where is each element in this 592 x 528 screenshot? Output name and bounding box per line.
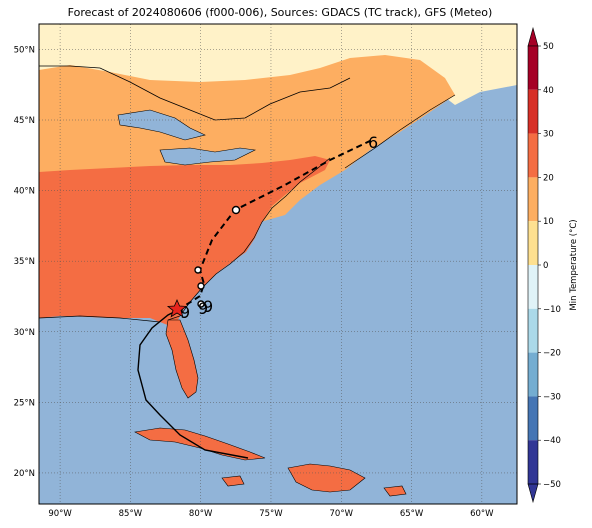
colorbar-tick-label: 10 — [543, 217, 554, 227]
colorbar-tick-label: −10 — [543, 305, 561, 315]
longitude-label: 60°W — [470, 509, 494, 519]
national-border — [39, 65, 351, 121]
hispaniola — [287, 463, 366, 493]
colorbar-segment — [528, 265, 538, 309]
colorbar-segment — [528, 46, 538, 90]
jamaica — [221, 475, 245, 487]
colorbar: 50 40 30 20 10 0 −10 −20 −30 −40 −50 — [527, 26, 561, 504]
latitude-labels: 50°N 45°N 40°N 35°N 30°N 25°N 20°N — [14, 45, 35, 479]
current-position-star — [166, 298, 188, 318]
longitude-label: 85°W — [119, 509, 143, 519]
colorbar-tick-label: −40 — [543, 436, 561, 446]
great-lakes — [117, 109, 257, 166]
colorbar-tick-label: −20 — [543, 349, 561, 359]
past-track — [137, 309, 249, 459]
forecast-track — [177, 139, 373, 311]
colorbar-segment — [528, 133, 538, 178]
colorbar-extend-min — [527, 483, 539, 504]
colorbar-segment — [528, 440, 538, 484]
temperature-field: 9 9 9 6 — [39, 24, 517, 504]
latitude-label: 35°N — [14, 257, 35, 267]
colorbar-segment — [528, 308, 538, 353]
colorbar-segment — [528, 177, 538, 222]
puerto-rico — [383, 485, 407, 497]
coastline — [39, 94, 456, 323]
latitude-label: 45°N — [14, 116, 35, 126]
storm-symbols: 9 9 9 6 — [180, 133, 378, 322]
cuba — [134, 427, 266, 461]
storm-symbol-forecast: 6 — [368, 133, 378, 152]
graticule — [39, 24, 517, 504]
colorbar-segment — [528, 352, 538, 397]
latitude-label: 50°N — [14, 45, 35, 55]
colorbar-tick-label: 20 — [543, 173, 554, 183]
colorbar-label: Min Temperature (°C) — [569, 219, 579, 310]
storm-symbol: 9 — [203, 297, 213, 316]
longitude-label: 65°W — [400, 509, 424, 519]
map-title: Forecast of 2024080606 (f000-006), Sourc… — [67, 6, 493, 19]
map-frame — [38, 23, 518, 505]
colorbar-tick-label: −30 — [543, 392, 561, 402]
colorbar-tick-label: 0 — [543, 261, 548, 271]
colorbar-segment — [528, 89, 538, 134]
colorbar-segment — [528, 396, 538, 441]
colorbar-tick-label: 50 — [543, 42, 554, 52]
colorbar-extend-max — [527, 26, 539, 47]
latitude-label: 20°N — [14, 469, 35, 479]
warm-region — [39, 156, 330, 326]
storm-symbol: 9 — [180, 303, 190, 322]
florida-peninsula — [165, 319, 199, 399]
longitude-label: 80°W — [189, 509, 213, 519]
colorbar-tick-label: 30 — [543, 130, 554, 140]
latitude-label: 40°N — [14, 187, 35, 197]
colorbar-tick-label: −50 — [543, 480, 561, 490]
colorbar-tick-label: 40 — [543, 86, 554, 96]
storm-symbol: 9 — [198, 299, 208, 318]
longitude-label: 70°W — [330, 509, 354, 519]
latitude-label: 30°N — [14, 328, 35, 338]
track-markers — [194, 205, 241, 308]
longitude-labels: 90°W 85°W 80°W 75°W 70°W 65°W 60°W — [48, 509, 494, 519]
longitude-label: 75°W — [259, 509, 283, 519]
longitude-label: 90°W — [48, 509, 72, 519]
colorbar-segment — [528, 221, 538, 265]
latitude-label: 25°N — [14, 398, 35, 408]
